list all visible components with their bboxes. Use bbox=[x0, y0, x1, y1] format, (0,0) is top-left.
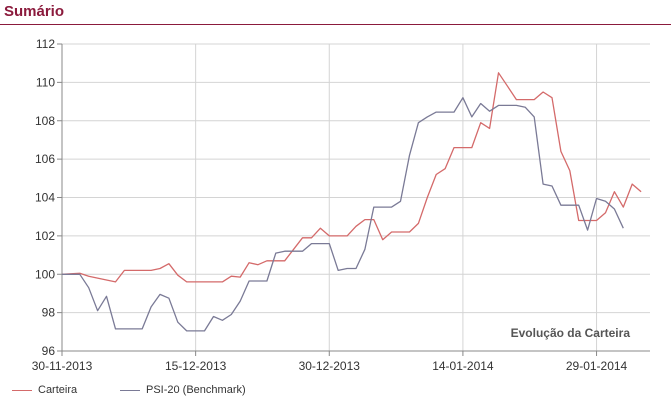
chart-annotation: Evolução da Carteira bbox=[511, 326, 631, 340]
x-tick-label: 29-01-2014 bbox=[566, 359, 628, 373]
tick-labels: 96 98 100 102 104 106 108 110 112 30-11-2013 15-12… bbox=[32, 37, 628, 373]
chart-legend: Carteira PSI-20 (Benchmark) bbox=[0, 380, 671, 400]
portfolio-evolution-chart: 96 98 100 102 104 106 108 110 112 30-11-2013 15-12… bbox=[32, 37, 650, 373]
x-tick-label: 14-01-2014 bbox=[432, 359, 494, 373]
y-tick-label: 110 bbox=[36, 75, 55, 89]
page-header: Sumário bbox=[0, 0, 671, 26]
page-title: Sumário bbox=[4, 3, 65, 20]
series-line-carteira bbox=[61, 72, 642, 283]
y-tick-label: 104 bbox=[35, 191, 55, 205]
y-tick-label: 98 bbox=[42, 306, 56, 320]
legend-label-psi20: PSI-20 (Benchmark) bbox=[146, 384, 246, 396]
y-tick-label: 108 bbox=[35, 114, 55, 128]
axes bbox=[57, 43, 650, 356]
legend-swatch-psi20 bbox=[120, 389, 140, 391]
x-tick-label: 15-12-2013 bbox=[165, 359, 227, 373]
legend-label-carteira: Carteira bbox=[38, 384, 78, 396]
y-tick-label: 100 bbox=[35, 267, 55, 281]
legend-item-psi20[interactable]: PSI-20 (Benchmark) bbox=[120, 383, 246, 397]
y-tick-label: 112 bbox=[36, 37, 55, 51]
title-divider bbox=[0, 24, 671, 25]
series-lines bbox=[61, 72, 642, 332]
legend-item-carteira[interactable]: Carteira bbox=[12, 383, 77, 397]
x-tick-label: 30-12-2013 bbox=[299, 359, 361, 373]
x-tick-label: 30-11-2013 bbox=[32, 359, 93, 373]
series-line-psi20 bbox=[62, 97, 624, 332]
y-tick-label: 102 bbox=[35, 229, 55, 243]
grid-lines bbox=[61, 43, 650, 352]
legend-swatch-carteira bbox=[12, 389, 32, 391]
y-tick-label: 106 bbox=[35, 152, 55, 166]
y-tick-label: 96 bbox=[42, 344, 56, 358]
